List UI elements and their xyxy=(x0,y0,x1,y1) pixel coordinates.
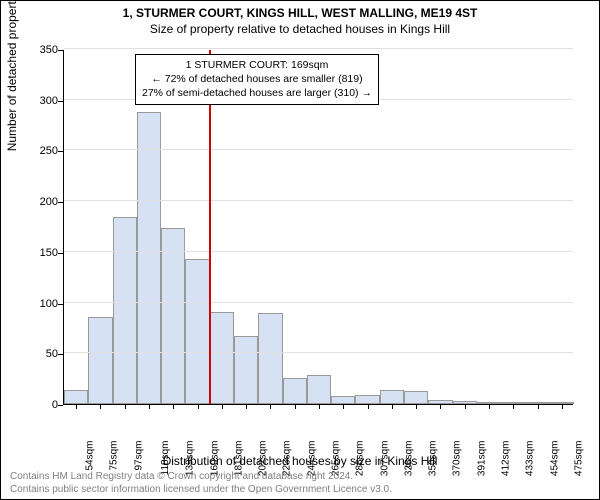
xtick-mark xyxy=(416,404,417,409)
xtick-mark xyxy=(198,404,199,409)
attribution-line-2: Contains public sector information licen… xyxy=(10,484,392,497)
ytick-mark xyxy=(58,304,63,305)
x-axis-label: Distribution of detached houses by size … xyxy=(0,454,600,468)
grid-line xyxy=(64,302,573,303)
histogram-bar xyxy=(113,217,137,404)
xtick-mark xyxy=(513,404,514,409)
ytick-label: 100 xyxy=(18,298,58,310)
histogram-bar xyxy=(137,112,161,404)
xtick-mark xyxy=(149,404,150,409)
y-axis-label: Number of detached properties xyxy=(5,0,19,151)
xtick-mark xyxy=(100,404,101,409)
histogram-bar xyxy=(404,391,428,404)
histogram-bar xyxy=(210,312,234,404)
grid-line xyxy=(64,200,573,201)
grid-line xyxy=(64,251,573,252)
annot-line-2: ← 72% of detached houses are smaller (81… xyxy=(142,72,372,86)
histogram-bar xyxy=(307,375,331,404)
annot-line-3: 27% of semi-detached houses are larger (… xyxy=(142,86,372,100)
ytick-mark xyxy=(58,253,63,254)
histogram-bar xyxy=(283,378,307,404)
ytick-label: 150 xyxy=(18,247,58,259)
ytick-label: 200 xyxy=(18,196,58,208)
grid-line xyxy=(64,352,573,353)
xtick-mark xyxy=(222,404,223,409)
ytick-label: 300 xyxy=(18,95,58,107)
ytick-mark xyxy=(58,50,63,51)
xtick-mark xyxy=(538,404,539,409)
reference-annotation: 1 STURMER COURT: 169sqm ← 72% of detache… xyxy=(135,54,379,105)
ytick-mark xyxy=(58,202,63,203)
xtick-mark xyxy=(319,404,320,409)
grid-line xyxy=(64,149,573,150)
ytick-mark xyxy=(58,101,63,102)
xtick-mark xyxy=(392,404,393,409)
histogram-bar xyxy=(380,390,404,404)
property-size-histogram: 1, STURMER COURT, KINGS HILL, WEST MALLI… xyxy=(0,0,600,500)
chart-title-sub: Size of property relative to detached ho… xyxy=(0,22,600,36)
histogram-bar xyxy=(185,259,209,404)
histogram-bar xyxy=(161,228,185,404)
xtick-mark xyxy=(246,404,247,409)
histogram-bar xyxy=(355,395,379,404)
histogram-bar xyxy=(64,390,88,404)
ytick-mark xyxy=(58,151,63,152)
chart-title-main: 1, STURMER COURT, KINGS HILL, WEST MALLI… xyxy=(0,6,600,20)
xtick-mark xyxy=(173,404,174,409)
xtick-mark xyxy=(343,404,344,409)
histogram-bar xyxy=(234,336,258,404)
ytick-mark xyxy=(58,405,63,406)
ytick-mark xyxy=(58,354,63,355)
ytick-label: 0 xyxy=(18,399,58,411)
xtick-mark xyxy=(368,404,369,409)
histogram-bar xyxy=(88,317,112,404)
xtick-mark xyxy=(295,404,296,409)
histogram-bar xyxy=(331,396,355,404)
attribution-line-1: Contains HM Land Registry data © Crown c… xyxy=(10,471,392,484)
xtick-mark xyxy=(465,404,466,409)
histogram-bar xyxy=(258,313,282,404)
xtick-mark xyxy=(270,404,271,409)
xtick-mark xyxy=(440,404,441,409)
xtick-mark xyxy=(489,404,490,409)
ytick-label: 50 xyxy=(18,348,58,360)
xtick-mark xyxy=(562,404,563,409)
xtick-mark xyxy=(76,404,77,409)
ytick-label: 350 xyxy=(18,44,58,56)
annot-line-1: 1 STURMER COURT: 169sqm xyxy=(142,58,372,72)
grid-line xyxy=(64,48,573,49)
attribution: Contains HM Land Registry data © Crown c… xyxy=(10,471,392,496)
ytick-label: 250 xyxy=(18,145,58,157)
xtick-mark xyxy=(125,404,126,409)
